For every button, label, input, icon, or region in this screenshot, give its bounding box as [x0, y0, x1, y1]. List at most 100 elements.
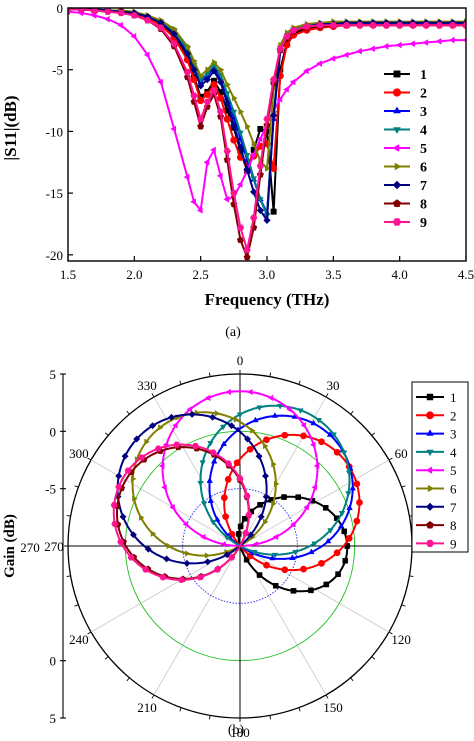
chart-b-point-2 [300, 565, 307, 573]
chart-b-angle-tick [151, 694, 155, 699]
chart-b-point-2 [263, 561, 270, 569]
chart-a-point-5-32 [382, 42, 389, 50]
chart-b-point-4 [209, 520, 217, 526]
chart-a-point-9-11 [197, 115, 205, 123]
chart-a-point-9-33 [396, 22, 404, 29]
chart-a-legend-marker [393, 106, 401, 114]
chart-b-point-2 [281, 431, 289, 439]
chart-a-point-6-16 [231, 94, 238, 102]
chart-a-legend-item-1: 1 [384, 68, 427, 83]
chart-b-point-5 [290, 521, 296, 528]
chart-b-point-3 [269, 554, 276, 561]
chart-a-point-4-19 [250, 176, 258, 183]
chart-a-point-2-12 [203, 90, 211, 98]
chart-b-point-5 [286, 406, 292, 413]
chart-a-legend-item-3: 3 [384, 105, 427, 120]
chart-a-point-9-27 [316, 22, 324, 29]
chart-b-angle-tick [388, 631, 393, 635]
chart-b-angle-tick [208, 715, 211, 720]
chart-a-point-6-9 [185, 42, 192, 50]
chart-b-point-1 [335, 571, 341, 577]
chart-b: 030609012015018021024027030033050-505270… [2, 353, 469, 740]
chart-a-legend-item-7: 7 [384, 179, 427, 194]
chart-a-point-9-10 [190, 92, 198, 99]
chart-a-point-2-15 [223, 115, 231, 123]
chart-b-point-3 [337, 522, 345, 529]
chart-a-legend-label: 4 [420, 124, 427, 139]
chart-a-legend-marker [392, 218, 402, 226]
chart-a-point-5-10 [190, 198, 196, 206]
chart-b-angle-tick [151, 393, 155, 398]
chart-b-point-9 [224, 460, 232, 467]
chart-b-angle-tick [409, 575, 414, 578]
chart-b-legend-marker [425, 539, 435, 547]
chart-a-point-4-15 [223, 91, 231, 98]
chart-b-point-9 [243, 492, 251, 499]
chart-a-legend-label: 6 [420, 161, 427, 176]
chart-b-point-4 [311, 541, 318, 548]
chart-a-point-4-18 [243, 152, 251, 159]
chart-b-point-6 [130, 475, 137, 483]
chart-a-legend-marker [393, 70, 401, 78]
chart-a-ytick-label: -5 [52, 63, 63, 78]
chart-a-point-5-9 [183, 173, 190, 181]
chart-a-ytick-label: -15 [46, 186, 63, 201]
chart-b-legend-marker [425, 466, 433, 474]
chart-b-point-2 [263, 436, 270, 444]
chart-a-xtick-label: 3.5 [325, 267, 341, 282]
chart-b-point-4 [207, 441, 214, 447]
chart-b-point-9 [242, 530, 250, 537]
chart-b-point-7 [209, 413, 217, 421]
chart-a-point-5-11 [196, 207, 203, 214]
chart-b-legend-item-2: 2 [416, 408, 457, 423]
chart-a-series-2 [68, 8, 466, 172]
chart-b-point-4 [340, 450, 348, 456]
chart-b-point-7 [144, 545, 152, 553]
chart-b-point-4 [297, 408, 304, 414]
chart-a-legend-item-4: 4 [384, 124, 427, 139]
chart-a-point-9-25 [289, 27, 298, 34]
chart-b-angle-label: 270 [44, 539, 64, 554]
chart-a-point-7-20 [256, 206, 265, 215]
chart-a-point-9-14 [216, 108, 225, 115]
chart-a-legend-label: 3 [420, 105, 427, 120]
chart-b-point-5 [313, 462, 320, 470]
chart-b-point-3 [324, 537, 332, 544]
chart-a-point-9-6 [143, 17, 152, 24]
chart-b-legend-item-6: 6 [416, 482, 457, 497]
chart-a-point-9-28 [329, 22, 337, 29]
chart-b-legend-item-4: 4 [416, 445, 457, 460]
chart-b-point-5 [182, 521, 189, 528]
chart-b-point-1 [323, 581, 330, 588]
chart-a-point-7-10 [190, 65, 198, 74]
chart-b-point-6 [250, 427, 256, 434]
chart-b-point-4 [251, 549, 258, 556]
chart-b-angle-tick [87, 457, 92, 461]
chart-b-point-3 [271, 412, 279, 418]
chart-b-point-6 [144, 438, 150, 446]
chart-a-point-5-5 [130, 32, 137, 40]
chart-b-point-3 [206, 477, 213, 483]
chart-b-point-9 [245, 511, 253, 518]
chart-a-ytick-label: -10 [46, 124, 63, 139]
chart-a-point-5-12 [203, 158, 210, 166]
chart-a-point-5-15 [223, 195, 230, 203]
chart-a-point-5-2 [90, 12, 97, 19]
chart-b-point-5 [172, 422, 178, 429]
chart-a-point-6-11 [198, 72, 205, 80]
chart-b-rtick-label: 5 [50, 367, 57, 382]
chart-b-point-5 [225, 388, 232, 396]
chart-b-point-9 [213, 566, 221, 573]
chart-b-point-5 [161, 484, 167, 491]
chart-b-legend-label: 9 [450, 536, 457, 551]
chart-a-point-6-8 [172, 25, 178, 33]
chart-b-angle-tick [269, 372, 272, 377]
chart-a-series-9 [68, 8, 466, 254]
chart-a-point-7-21 [263, 216, 271, 225]
chart-a-point-9-23 [276, 45, 284, 52]
chart-b-point-5 [300, 422, 307, 429]
chart-b-legend-marker [426, 429, 434, 436]
chart-b-legend-label: 5 [450, 463, 457, 478]
chart-b-point-1 [308, 587, 314, 594]
chart-a-point-5-31 [369, 45, 376, 53]
